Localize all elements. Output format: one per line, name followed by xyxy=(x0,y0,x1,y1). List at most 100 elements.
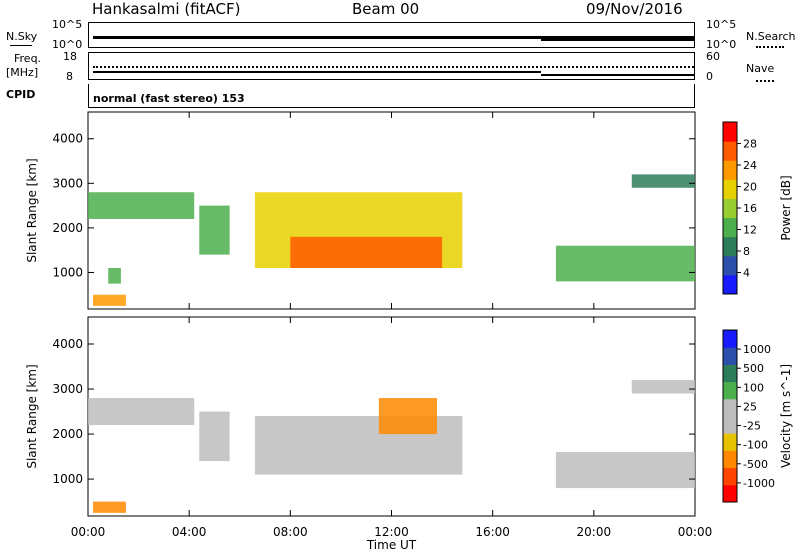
colorbar-frame xyxy=(722,329,738,503)
scatter-region xyxy=(378,398,438,435)
colorbar-segment xyxy=(723,450,737,469)
x-tick-label: 12:00 xyxy=(374,525,409,539)
y-tick-label: 3000 xyxy=(52,176,83,190)
colorbar-segment xyxy=(723,416,737,434)
nave-trace xyxy=(93,66,694,68)
colorbar-segment xyxy=(723,217,737,238)
colorbar-tick-label: 24 xyxy=(743,159,757,172)
colorbar-tick-label: 12 xyxy=(743,224,757,237)
freq-trace-late xyxy=(541,74,694,76)
colorbar-segment xyxy=(723,179,737,199)
colorbar-tick-label: -500 xyxy=(743,458,768,471)
colorbars: 4 8 12 16 20 24 28 Power [dB] -1000 -500 -100 -25 25… xyxy=(722,121,793,503)
velocity-data-regions xyxy=(88,380,695,513)
colorbar-segment xyxy=(723,381,737,400)
cpid-text: normal (fast stereo) 153 xyxy=(93,92,245,105)
date-label: 09/Nov/2016 xyxy=(586,0,683,18)
scatter-region xyxy=(88,398,195,426)
scatter-region xyxy=(108,267,121,284)
nsky-tick-bottom: 10^0 xyxy=(52,38,83,51)
scatter-region xyxy=(93,501,126,513)
y-tick-label: 4000 xyxy=(52,337,83,351)
scatter-region xyxy=(555,452,695,489)
cpid-panel: normal (fast stereo) 153 xyxy=(88,84,695,108)
velocity-colorbar: -1000 -500 -100 -25 25 100 500 1000 Velocity [m … xyxy=(722,329,793,503)
x-tick-label: 16:00 xyxy=(475,525,510,539)
freq-unit-label: [MHz] xyxy=(6,66,39,79)
colorbar-tick-label: 500 xyxy=(743,362,764,375)
nave-tick-top: 60 xyxy=(706,50,720,63)
scatter-region xyxy=(290,236,443,268)
colorbar-segment xyxy=(723,433,737,451)
freq-tick-bottom: 8 xyxy=(66,70,73,83)
scatter-region xyxy=(88,192,195,219)
freq-panel xyxy=(88,52,695,80)
nsky-line-key xyxy=(10,45,32,46)
scatter-region xyxy=(631,174,695,188)
y-tick-label: 2000 xyxy=(52,427,83,441)
y-axis-label: Slant Range [km] xyxy=(25,364,39,468)
colorbar-tick-label: 28 xyxy=(743,138,757,151)
nave-label: Nave xyxy=(746,62,775,75)
freq-trace xyxy=(93,71,541,73)
colorbar-tick-label: -100 xyxy=(743,439,768,452)
x-axis-label: Time UT xyxy=(366,538,417,552)
nsearch-tick-top: 10^5 xyxy=(706,18,737,31)
colorbar-label: Velocity [m s^-1] xyxy=(779,364,793,468)
colorbar-segment xyxy=(723,274,737,295)
cpid-label: CPID xyxy=(6,88,36,101)
freq-tick-top: 18 xyxy=(63,50,77,63)
x-tick-label: 00:00 xyxy=(71,525,106,539)
power-data-regions xyxy=(88,174,695,306)
x-tick-label: 20:00 xyxy=(577,525,612,539)
colorbar-segment xyxy=(723,398,737,417)
beam-label: Beam 00 xyxy=(352,0,420,18)
scatter-region xyxy=(631,380,695,394)
power-axes: 1000 2000 3000 4000 Slant Range [km] xyxy=(25,112,696,309)
colorbar-tick-label: 100 xyxy=(743,381,764,394)
colorbar-segment xyxy=(723,122,737,142)
nsearch-tick-bottom: 10^0 xyxy=(706,38,737,51)
y-tick-label: 4000 xyxy=(52,132,83,146)
scatter-region xyxy=(555,245,695,282)
y-tick-label: 1000 xyxy=(52,265,83,279)
nsearch-line-key xyxy=(756,46,784,48)
y-tick-label: 3000 xyxy=(52,382,83,396)
nsky-panel xyxy=(88,22,695,48)
nsky-tick-top: 10^5 xyxy=(52,18,83,31)
velocity-axes: 00:00 04:00 08:00 12:00 16:00 20:00 00:00 1000 2… xyxy=(25,317,712,552)
colorbar-tick-label: 1000 xyxy=(743,343,771,356)
colorbar-tick-label: 20 xyxy=(743,181,757,194)
nave-tick-bottom: 0 xyxy=(706,70,713,83)
colorbar-segment xyxy=(723,467,737,486)
scatter-region xyxy=(93,294,126,306)
colorbar-tick-label: -1000 xyxy=(743,477,775,490)
colorbar-segment xyxy=(723,347,737,365)
x-tick-label: 04:00 xyxy=(172,525,207,539)
scatter-region xyxy=(199,411,230,462)
colorbar-segment xyxy=(723,330,737,348)
nsky-trace-late xyxy=(541,38,694,41)
freq-label: Freq. xyxy=(14,52,42,65)
colorbar-segment xyxy=(723,364,737,383)
colorbar-tick-label: 4 xyxy=(743,267,750,280)
colorbar-segment xyxy=(723,141,737,161)
power-colorbar: 4 8 12 16 20 24 28 Power [dB] xyxy=(722,121,793,295)
colorbar-tick-label: 8 xyxy=(743,245,750,258)
nsearch-label: N.Search xyxy=(746,30,796,43)
velocity-panel: 00:00 04:00 08:00 12:00 16:00 20:00 00:00 1000 2… xyxy=(25,316,712,552)
site-title: Hankasalmi (fitACF) xyxy=(92,0,241,18)
y-axis-label: Slant Range [km] xyxy=(25,158,39,262)
scatter-region xyxy=(199,205,230,255)
colorbar-segment xyxy=(723,160,737,180)
colorbar-tick-label: 16 xyxy=(743,202,757,215)
nsky-label: N.Sky xyxy=(6,30,38,43)
colorbar-tick-label: -25 xyxy=(743,420,761,433)
colorbar-segment xyxy=(723,255,737,276)
x-tick-label: 08:00 xyxy=(273,525,308,539)
colorbar-segment xyxy=(723,484,737,503)
colorbar-tick-label: 25 xyxy=(743,400,757,413)
x-tick-label: 00:00 xyxy=(678,525,713,539)
colorbar-label: Power [dB] xyxy=(779,175,793,240)
